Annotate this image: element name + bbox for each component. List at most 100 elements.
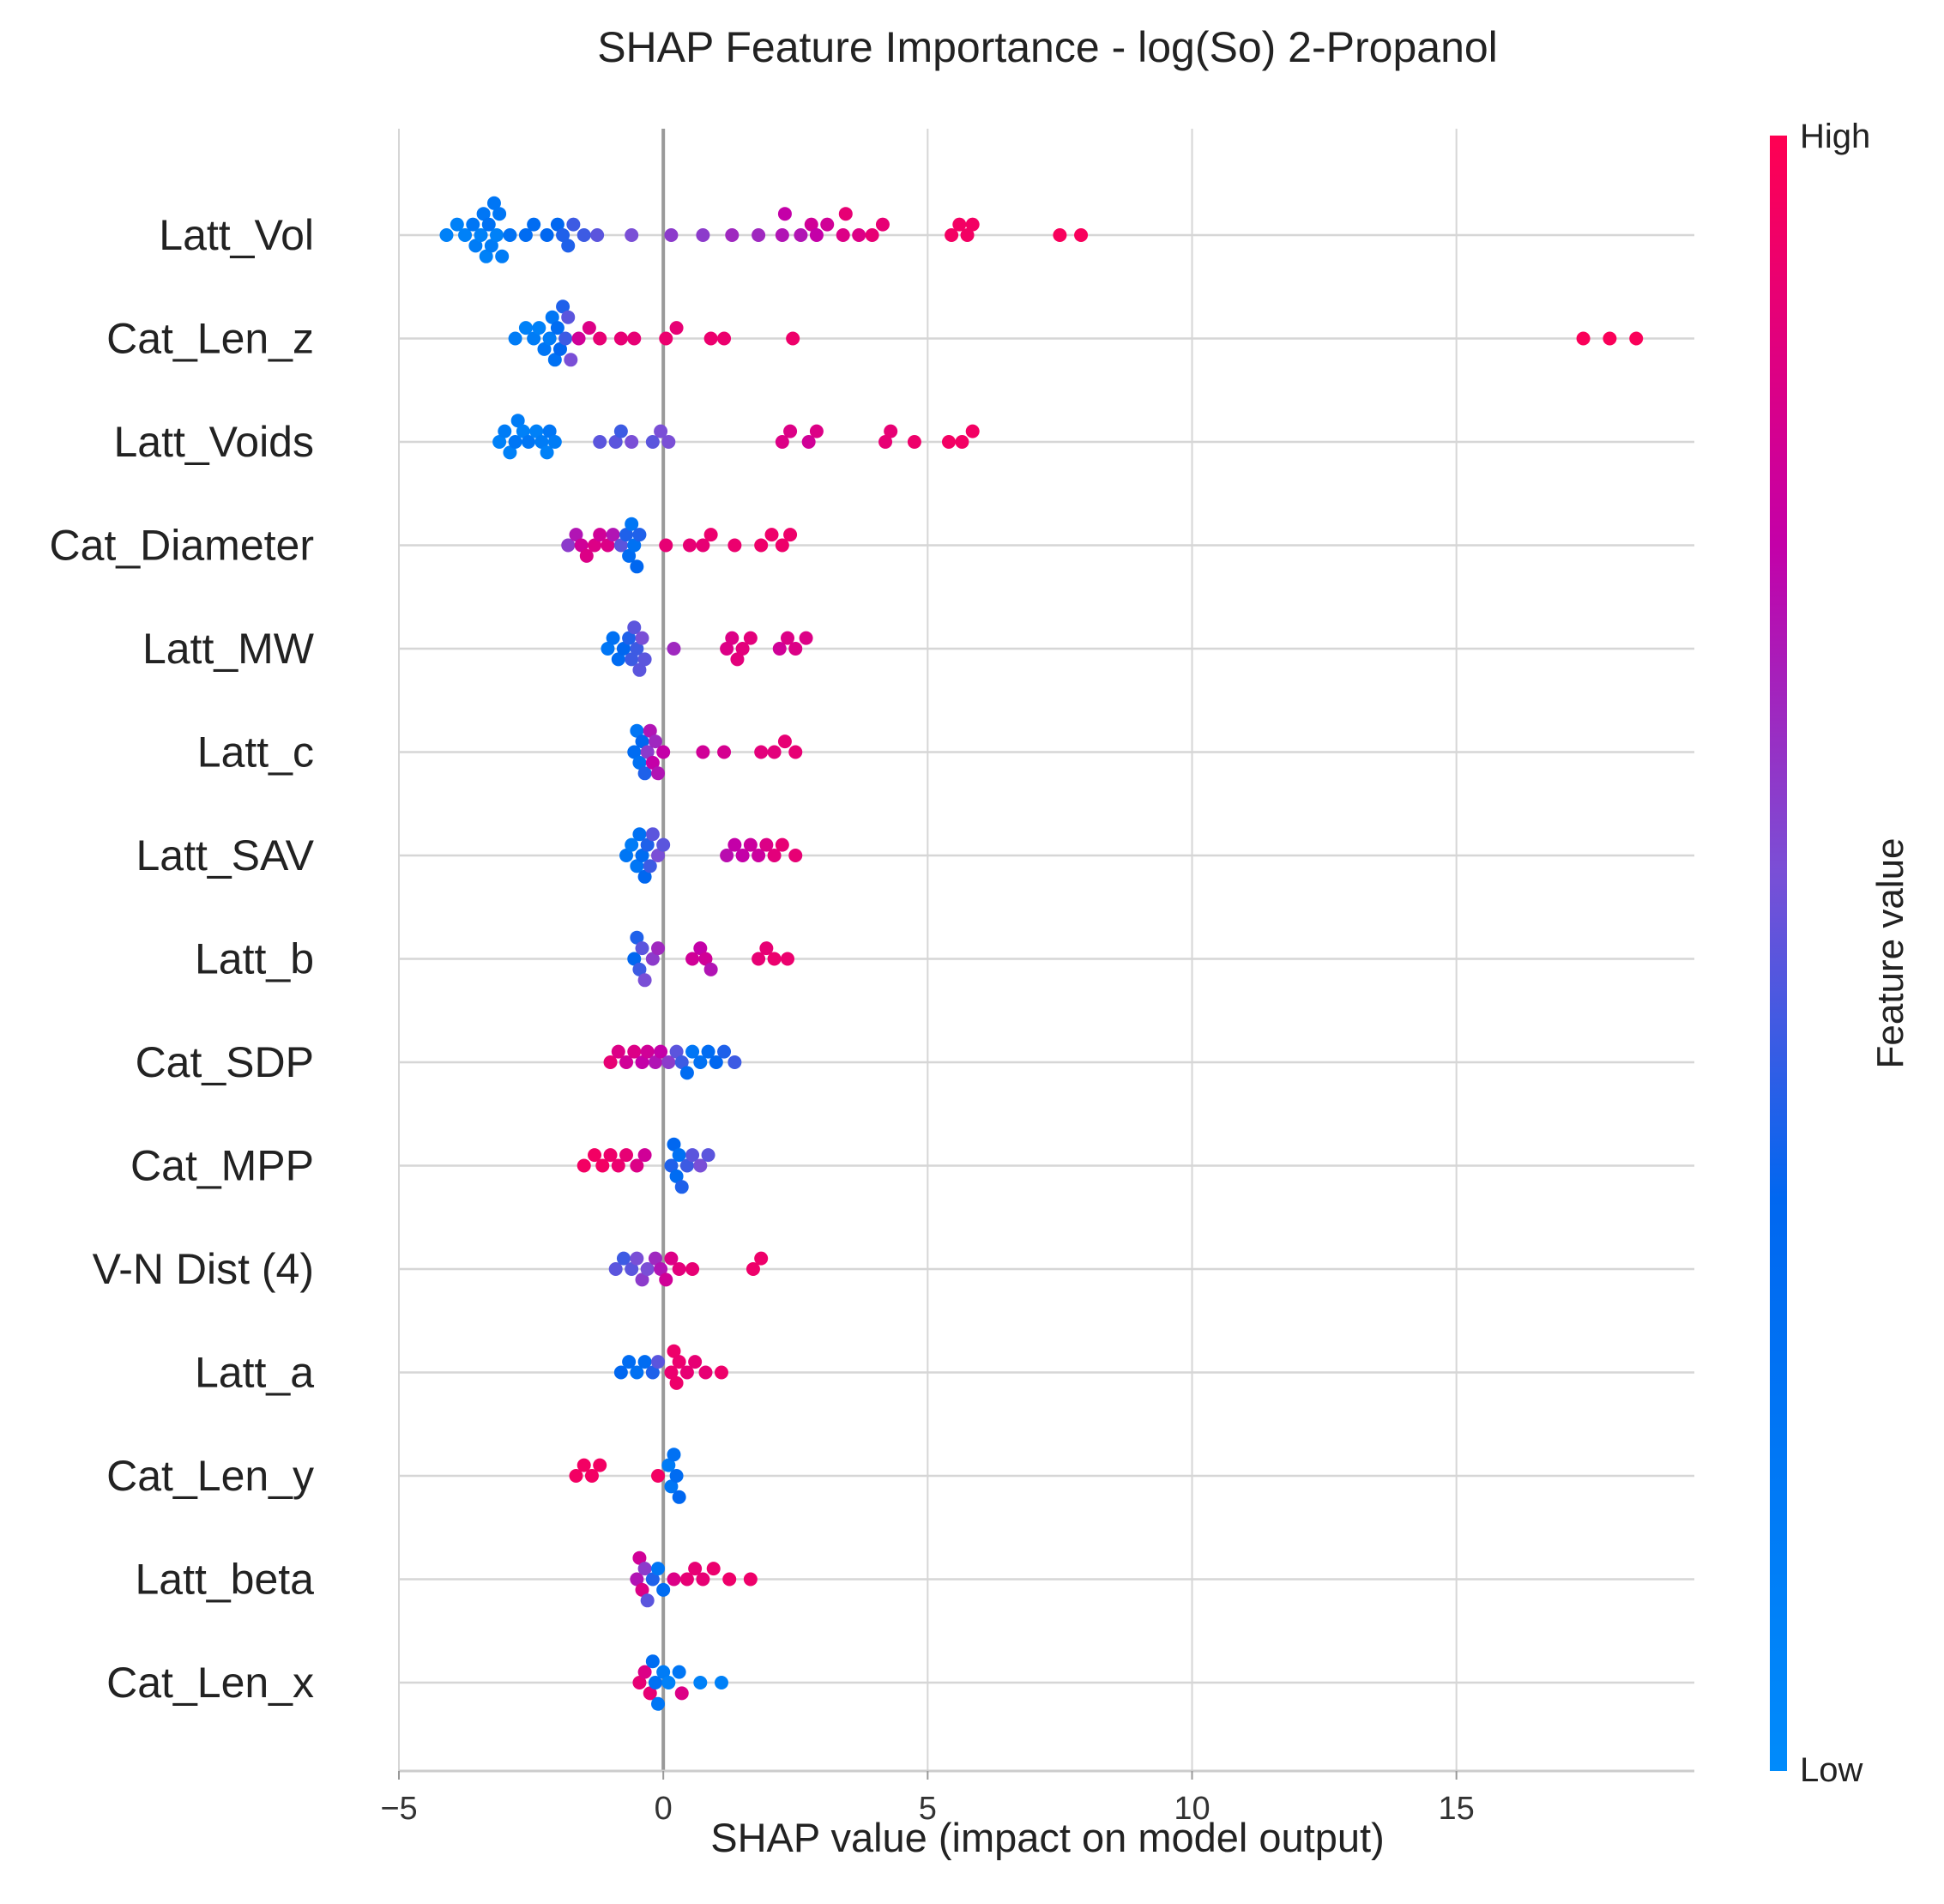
shap-point bbox=[955, 435, 969, 449]
shap-point bbox=[522, 435, 535, 449]
shap-point bbox=[667, 1572, 681, 1587]
shap-point bbox=[632, 528, 647, 542]
shap-point bbox=[503, 228, 517, 242]
shap-point bbox=[569, 1469, 583, 1483]
shap-point bbox=[510, 414, 525, 428]
feature-label: Latt_beta bbox=[135, 1556, 314, 1604]
shap-point bbox=[611, 1044, 625, 1059]
shap-point bbox=[786, 331, 800, 346]
shap-point bbox=[484, 239, 498, 253]
shap-point bbox=[669, 1044, 684, 1059]
shap-point bbox=[656, 1582, 671, 1597]
shap-point bbox=[466, 217, 480, 232]
feature-labels: Latt_Vol Cat_Len_z Latt_Voids Cat_Diameter L… bbox=[50, 211, 315, 1707]
shap-point bbox=[640, 837, 655, 852]
shap-point bbox=[630, 723, 644, 738]
shap-point bbox=[540, 228, 554, 242]
shap-point bbox=[619, 528, 634, 542]
shap-point bbox=[561, 239, 576, 253]
shap-point bbox=[632, 755, 647, 770]
shap-point bbox=[588, 538, 602, 553]
shap-point bbox=[669, 1469, 684, 1483]
feature-label: Latt_Voids bbox=[113, 418, 314, 466]
shap-point bbox=[717, 1044, 732, 1059]
shap-point bbox=[637, 1355, 652, 1369]
shap-point bbox=[730, 652, 745, 667]
shap-point bbox=[772, 642, 787, 656]
shap-point bbox=[625, 517, 639, 531]
shap-point bbox=[696, 538, 710, 553]
feature-label: Latt_SAV bbox=[136, 831, 314, 879]
shap-point bbox=[878, 435, 893, 449]
shap-point bbox=[518, 321, 533, 335]
feature-label: Latt_c bbox=[197, 728, 314, 777]
shap-point bbox=[625, 652, 639, 667]
shap-point bbox=[1576, 331, 1591, 346]
shap-point bbox=[582, 321, 596, 335]
shap-point bbox=[767, 745, 782, 759]
feature-label: V-N Dist (4) bbox=[93, 1245, 314, 1293]
shap-point bbox=[619, 1148, 634, 1163]
shap-point bbox=[1629, 331, 1644, 346]
shap-point bbox=[659, 1272, 673, 1287]
shap-point bbox=[481, 217, 496, 232]
shap-point bbox=[595, 1158, 610, 1173]
shap-point bbox=[527, 331, 541, 346]
shap-point bbox=[777, 207, 792, 221]
shap-point bbox=[479, 249, 493, 263]
shap-point bbox=[717, 745, 732, 759]
shap-point bbox=[492, 207, 507, 221]
shap-point bbox=[775, 228, 789, 242]
shap-point bbox=[566, 217, 581, 232]
shap-point bbox=[584, 1469, 599, 1483]
shap-point bbox=[651, 941, 665, 956]
shap-point bbox=[685, 1262, 700, 1276]
shap-point bbox=[625, 1262, 639, 1276]
shap-point bbox=[550, 321, 564, 335]
shap-point bbox=[601, 642, 615, 656]
shap-point bbox=[688, 1355, 703, 1369]
shap-point bbox=[664, 1251, 679, 1266]
shap-point bbox=[498, 424, 512, 438]
shap-point bbox=[674, 1180, 689, 1194]
shap-point bbox=[552, 342, 567, 356]
shap-point bbox=[852, 228, 866, 242]
shap-point bbox=[651, 849, 665, 862]
shap-point bbox=[727, 538, 742, 553]
shap-point bbox=[661, 1458, 676, 1472]
shap-point bbox=[645, 1365, 660, 1380]
shap-point bbox=[645, 435, 660, 449]
shap-point bbox=[619, 1055, 634, 1069]
shap-point bbox=[630, 859, 644, 873]
shap-point bbox=[746, 1262, 760, 1276]
shap-point bbox=[701, 1044, 715, 1059]
shap-point bbox=[725, 228, 740, 242]
shap-point bbox=[637, 652, 652, 667]
feature-label: Cat_Diameter bbox=[50, 522, 314, 570]
shap-point bbox=[679, 1066, 694, 1080]
shap-point bbox=[838, 207, 853, 221]
shap-point bbox=[630, 930, 644, 945]
shap-point bbox=[529, 424, 544, 438]
shap-point bbox=[622, 1355, 637, 1369]
shap-point bbox=[722, 1572, 737, 1587]
shap-point bbox=[635, 631, 649, 645]
shap-point bbox=[556, 299, 571, 314]
shap-point bbox=[630, 642, 644, 656]
shap-point bbox=[799, 631, 813, 645]
shap-point bbox=[603, 1055, 618, 1069]
shap-point bbox=[474, 228, 488, 242]
feature-label: Latt_Vol bbox=[159, 211, 314, 259]
shap-point bbox=[952, 217, 967, 232]
shap-point bbox=[645, 755, 660, 770]
shap-point bbox=[685, 1148, 700, 1163]
shap-point bbox=[574, 538, 589, 553]
shap-point bbox=[767, 952, 782, 966]
shap-point bbox=[781, 952, 794, 966]
shap-point bbox=[637, 869, 652, 884]
shap-point bbox=[532, 321, 546, 335]
shap-point bbox=[783, 424, 798, 438]
shap-point bbox=[645, 1654, 660, 1669]
shap-point bbox=[1603, 331, 1617, 346]
